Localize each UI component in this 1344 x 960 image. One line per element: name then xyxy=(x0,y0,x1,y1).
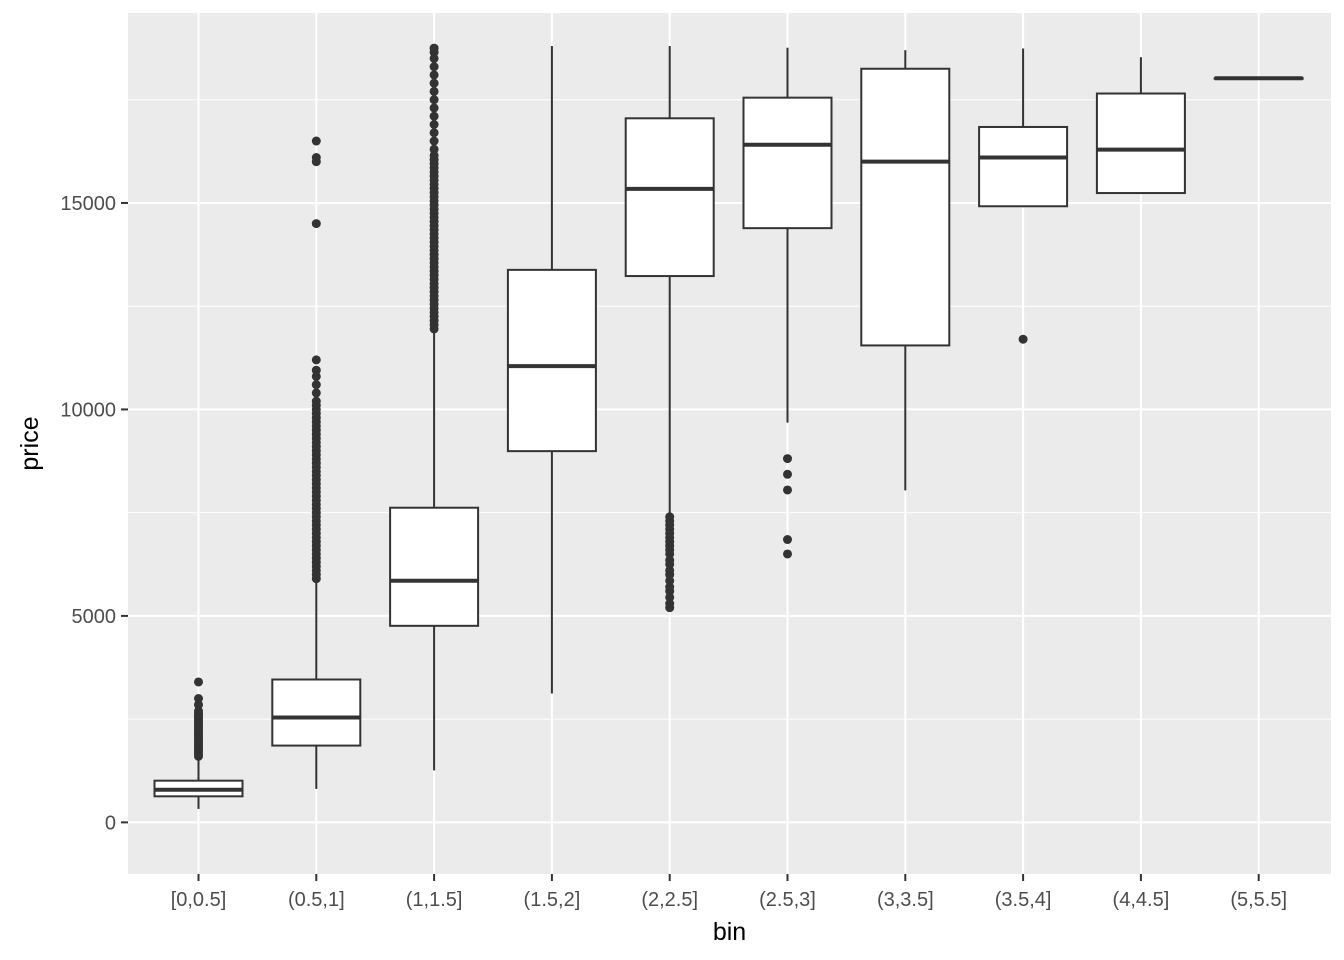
outlier-point xyxy=(665,555,675,565)
outlier-point xyxy=(783,549,792,559)
outlier-point xyxy=(665,582,675,592)
y-tick-label: 10000 xyxy=(60,399,116,421)
box-iqr xyxy=(506,268,597,453)
x-tick-label: (4,4.5] xyxy=(1113,889,1170,911)
outlier-point xyxy=(311,396,321,406)
y-tick-label: 0 xyxy=(105,812,116,834)
box-iqr xyxy=(742,96,833,230)
outlier-point xyxy=(429,86,439,96)
outlier-point xyxy=(783,469,792,479)
outlier-point xyxy=(194,693,203,703)
outlier-point xyxy=(665,512,675,522)
x-tick-label: (3,3.5] xyxy=(877,889,934,911)
box-iqr xyxy=(978,125,1069,208)
box-group xyxy=(742,47,833,559)
outlier-point xyxy=(665,565,675,575)
boxes-layer xyxy=(153,43,1304,809)
outlier-point xyxy=(783,535,792,545)
box-group xyxy=(624,46,715,613)
box-group xyxy=(1213,76,1304,81)
box-group xyxy=(153,677,244,809)
outlier-point xyxy=(194,700,203,710)
box-group xyxy=(860,50,951,491)
box-group xyxy=(389,43,480,771)
outlier-point xyxy=(783,454,792,464)
outlier-point xyxy=(429,62,439,72)
outlier-point xyxy=(194,706,203,716)
outlier-point xyxy=(665,576,675,586)
x-tick-label: (1.5,2] xyxy=(524,889,581,911)
outlier-point xyxy=(311,153,321,163)
box-iqr xyxy=(1095,92,1186,195)
outlier-point xyxy=(1018,334,1028,344)
outlier-point xyxy=(665,592,675,602)
y-tick-label: 15000 xyxy=(60,193,116,215)
outlier-point xyxy=(311,219,321,229)
y-axis-title: price xyxy=(16,416,44,470)
outlier-point xyxy=(429,78,439,88)
box-iqr xyxy=(624,117,715,278)
x-tick-label: (3.5,4] xyxy=(995,889,1052,911)
x-tick-label: (2,2.5] xyxy=(641,889,698,911)
box-group xyxy=(506,46,597,694)
outlier-point xyxy=(429,119,439,129)
x-tick-label: (5,5.5] xyxy=(1230,889,1287,911)
box-iqr xyxy=(389,506,480,627)
x-axis-title: bin xyxy=(713,918,746,946)
outlier-point xyxy=(311,380,321,390)
box-group xyxy=(978,48,1069,344)
outlier-point xyxy=(429,150,439,160)
outlier-point xyxy=(429,95,439,105)
y-tick-label: 5000 xyxy=(72,606,117,628)
outlier-point xyxy=(311,136,321,146)
outlier-point xyxy=(429,144,439,154)
y-axis-ticks: 0 5000 10000 15000 xyxy=(60,193,128,834)
outlier-point xyxy=(194,677,203,687)
x-tick-label: (1,1.5] xyxy=(406,889,463,911)
x-tick-label: (0.5,1] xyxy=(288,889,345,911)
outlier-point xyxy=(429,111,439,121)
outlier-point xyxy=(311,371,321,381)
outlier-point xyxy=(429,53,439,63)
x-tick-label: [0,0.5] xyxy=(171,889,227,911)
outlier-point xyxy=(429,103,439,113)
outlier-point xyxy=(429,128,439,138)
box-group xyxy=(1095,57,1186,195)
outlier-point xyxy=(429,70,439,80)
outlier-point xyxy=(311,388,321,398)
outlier-point xyxy=(665,599,675,609)
outlier-point xyxy=(311,355,321,365)
x-axis-ticks: [0,0.5] (0.5,1] (1,1.5] (1.5,2] (2,2.5] (2.5,… xyxy=(171,874,1287,911)
x-tick-label: (2.5,3] xyxy=(759,889,816,911)
outlier-point xyxy=(783,485,792,495)
box-iqr xyxy=(271,678,362,747)
box-iqr xyxy=(860,67,951,347)
outlier-point xyxy=(429,43,439,53)
outlier-point xyxy=(429,136,439,146)
outlier-point xyxy=(311,365,321,375)
box-group xyxy=(271,136,362,789)
